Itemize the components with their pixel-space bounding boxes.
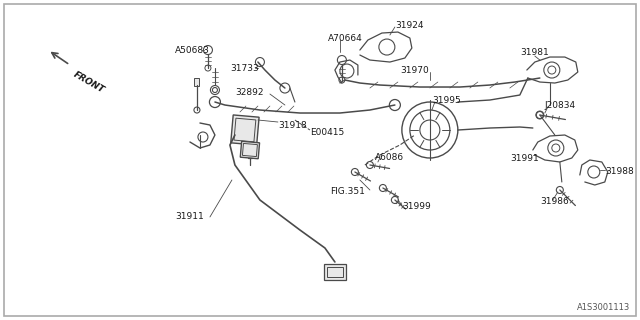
Bar (231, 115, 259, 145)
Text: 31986: 31986 (540, 197, 568, 206)
Text: FIG.351: FIG.351 (330, 188, 365, 196)
Bar (234, 118, 256, 142)
Text: 31999: 31999 (402, 203, 431, 212)
Text: FRONT: FRONT (72, 70, 106, 95)
Text: A6086: A6086 (375, 153, 404, 162)
Text: 31911: 31911 (175, 212, 204, 221)
Text: J20834: J20834 (545, 100, 576, 109)
Text: 31995: 31995 (432, 95, 461, 105)
Bar (243, 143, 257, 156)
Bar (324, 264, 346, 280)
Text: A70664: A70664 (328, 34, 363, 43)
Bar (195, 78, 200, 86)
Text: E00415: E00415 (310, 127, 344, 137)
Text: A1S3001113: A1S3001113 (577, 303, 630, 312)
Text: 31981: 31981 (520, 48, 548, 57)
Text: 31924: 31924 (395, 20, 424, 29)
Bar (327, 267, 343, 277)
Text: 31988: 31988 (605, 167, 634, 177)
Bar (240, 141, 260, 159)
Text: 31733: 31733 (230, 64, 259, 73)
Text: 32892: 32892 (235, 88, 264, 97)
Text: 31970: 31970 (400, 66, 429, 75)
Text: 31991: 31991 (510, 154, 539, 163)
Text: 31918: 31918 (278, 121, 307, 130)
Text: A50683: A50683 (175, 45, 210, 54)
